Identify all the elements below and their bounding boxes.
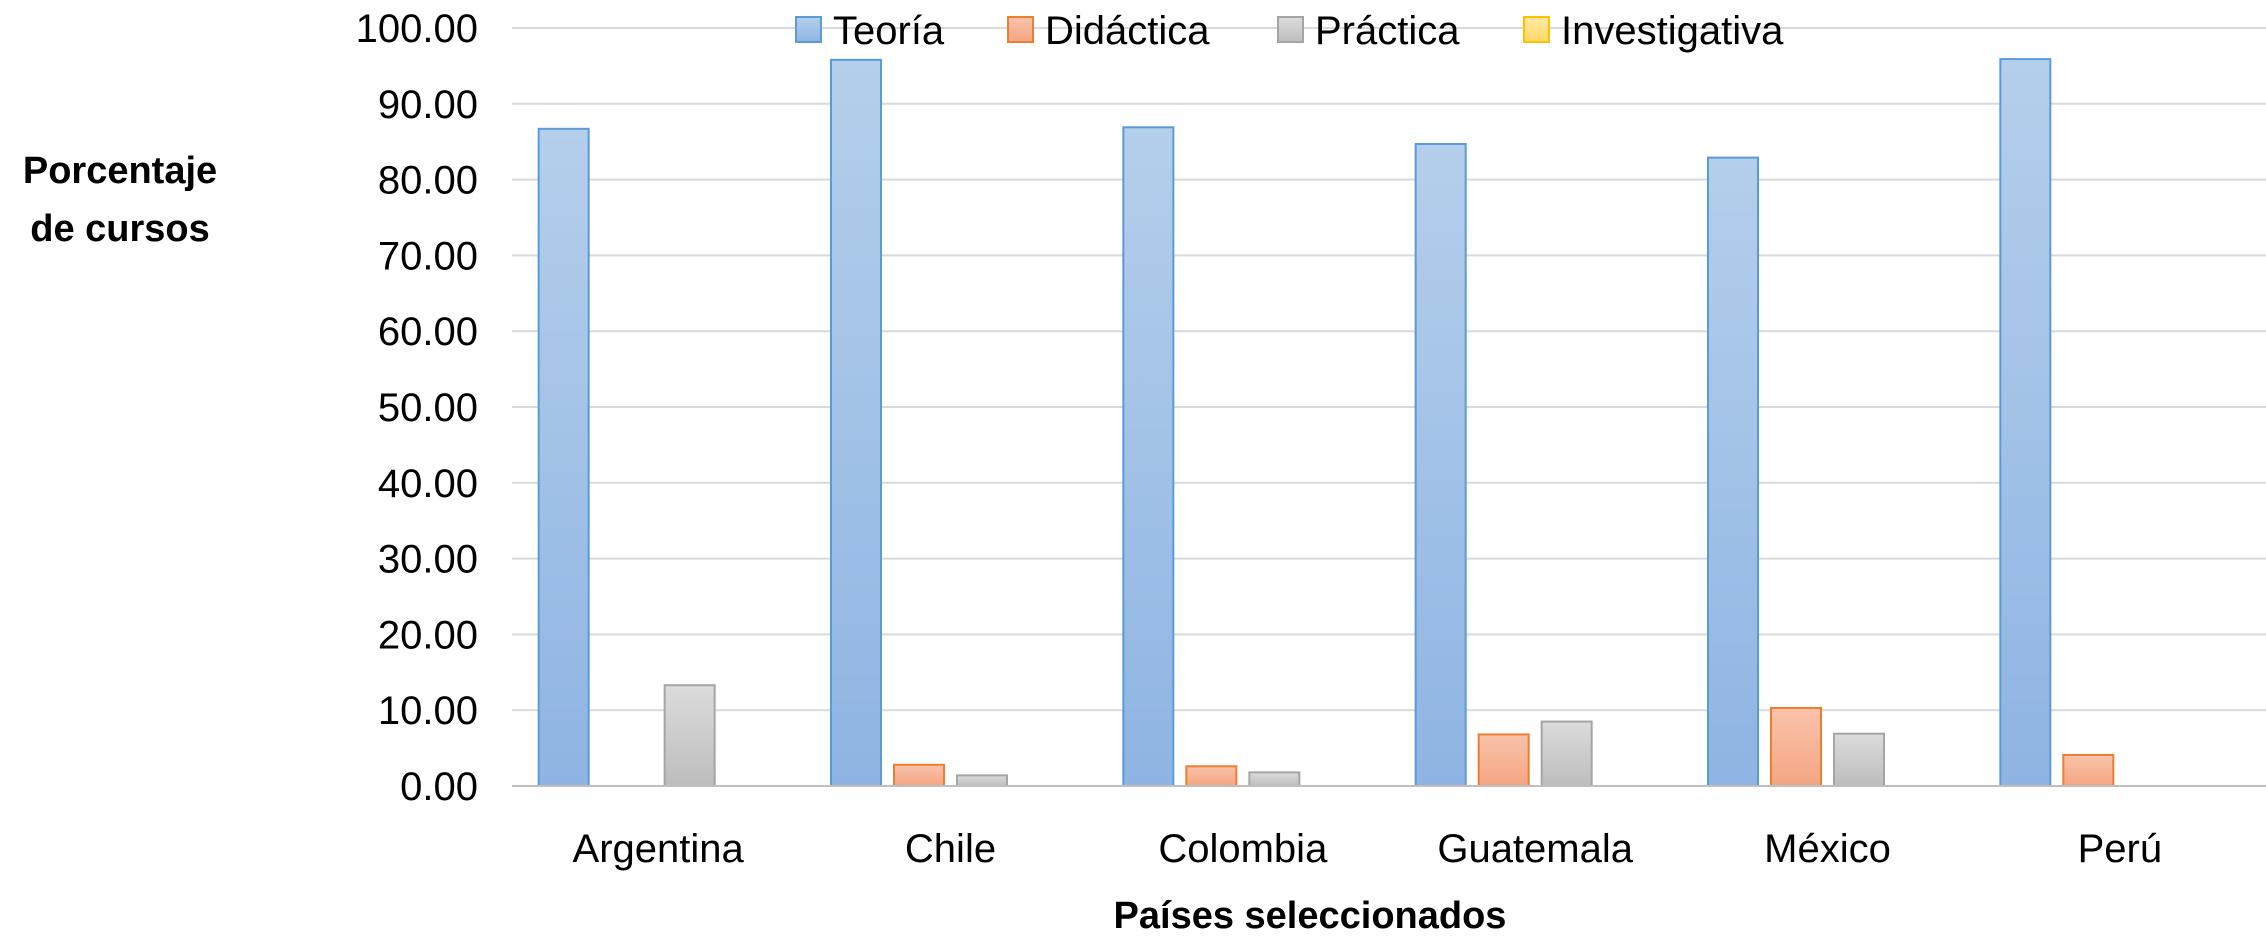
x-category-label: Colombia (1158, 827, 1328, 871)
legend-swatch (1523, 16, 1550, 43)
y-axis-title-line-2: de cursos (30, 208, 210, 250)
y-tick-label: 10.00 (378, 689, 478, 733)
x-axis-category-labels: Argentina Chile Colombia Guatemala México Per… (573, 827, 2163, 871)
legend: Teoría Didáctica Práctica Investigativa (795, 9, 1784, 53)
bar-argentina-teoría (537, 127, 590, 787)
y-axis-tick-labels: 0.00 10.00 20.00 30.00 40.00 50.00 60.00 70.00 8… (356, 7, 478, 809)
bar-guatemala-teoría (1414, 142, 1467, 787)
y-tick-label: 100.00 (356, 7, 478, 51)
legend-swatch (1277, 16, 1304, 43)
y-tick-label: 80.00 (378, 159, 478, 203)
x-axis-title: Países seleccionados (1114, 895, 1507, 937)
bar-méxico-didáctica (1770, 706, 1822, 788)
y-tick-label: 60.00 (378, 310, 478, 354)
bar-guatemala-práctica (1540, 720, 1593, 788)
x-category-label: Perú (2078, 827, 2163, 871)
legend-label: Investigativa (1561, 9, 1784, 53)
y-tick-label: 90.00 (378, 83, 478, 127)
y-tick-label: 30.00 (378, 538, 478, 582)
legend-label: Teoría (833, 9, 945, 53)
bar-guatemala-didáctica (1477, 733, 1530, 787)
bar-chile-teoría (830, 58, 882, 787)
x-category-label: Argentina (573, 827, 745, 871)
legend-swatch (1007, 16, 1034, 43)
y-axis-title-line-1: Porcentaje (23, 150, 217, 192)
bar-colombia-didáctica (1185, 765, 1238, 787)
bar-argentina-práctica (663, 684, 716, 787)
bar-méxico-teoría (1707, 156, 1759, 788)
bars (537, 58, 2115, 788)
y-tick-label: 50.00 (378, 386, 478, 430)
bar-colombia-práctica (1248, 771, 1301, 788)
legend-label: Práctica (1315, 9, 1460, 53)
x-category-label: Guatemala (1437, 827, 1633, 871)
legend-swatch (795, 16, 822, 43)
x-category-label: Chile (905, 827, 996, 871)
bar-perú-didáctica (2062, 753, 2115, 787)
bar-colombia-teoría (1122, 126, 1175, 788)
gridlines (512, 27, 2266, 712)
y-tick-label: 70.00 (378, 234, 478, 278)
bar-méxico-práctica (1833, 732, 1885, 787)
y-tick-label: 40.00 (378, 462, 478, 506)
bar-chile-didáctica (893, 763, 945, 788)
y-tick-label: 0.00 (400, 765, 478, 809)
legend-label: Didáctica (1045, 9, 1210, 53)
x-category-label: México (1764, 827, 1891, 871)
y-tick-label: 20.00 (378, 613, 478, 657)
bar-chile-práctica (956, 774, 1008, 787)
bar-perú-teoría (1999, 58, 2052, 787)
